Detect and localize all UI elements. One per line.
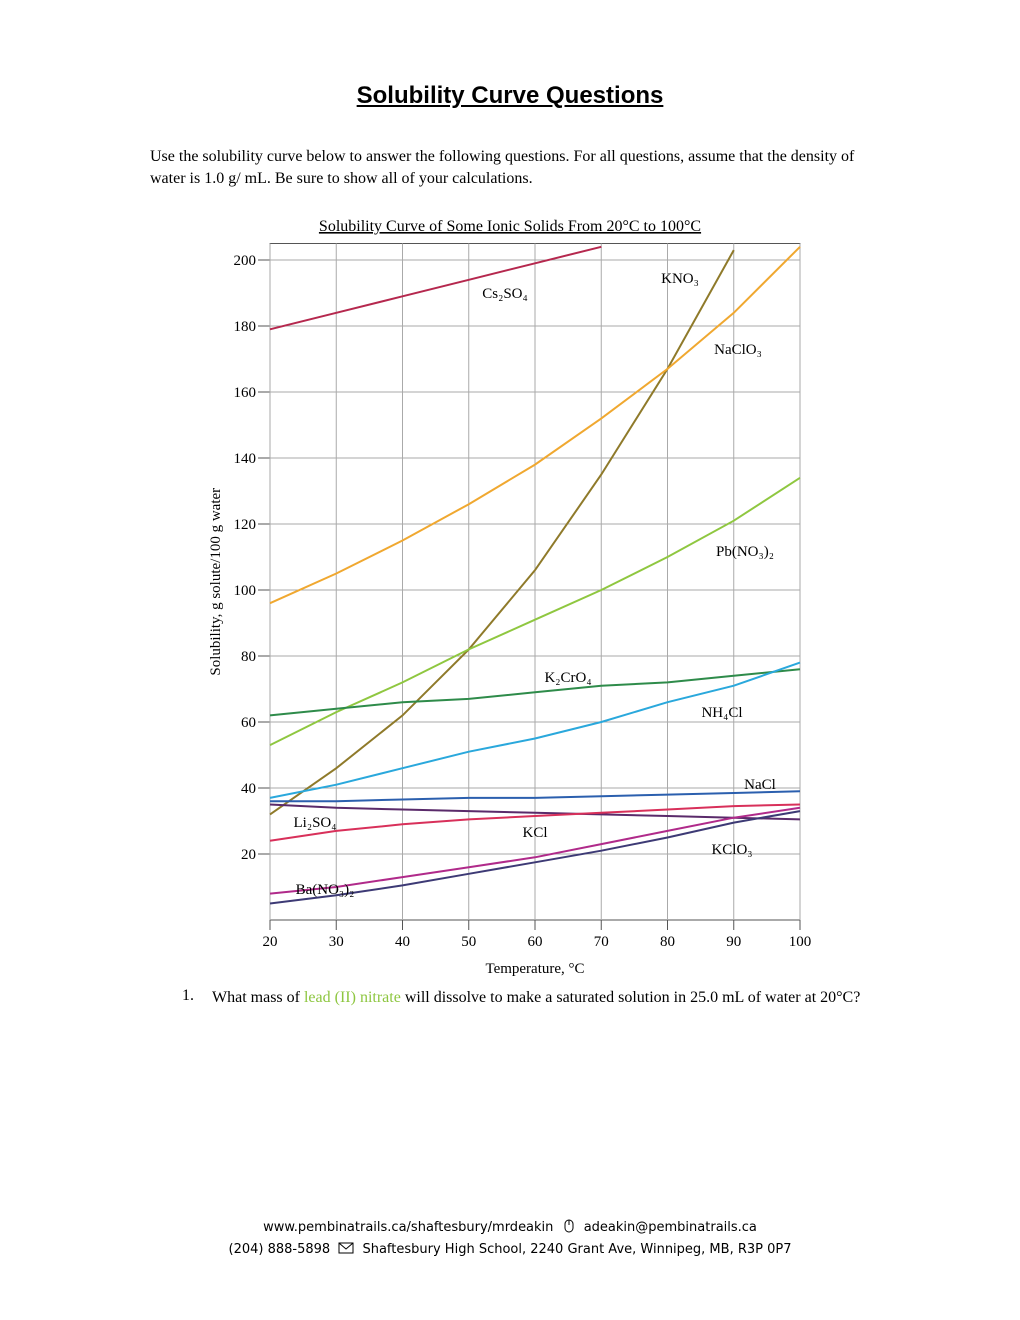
footer-line: www.pembinatrails.ca/shaftesbury/mrdeaki…	[0, 1219, 1020, 1235]
y-tick-label: 160	[234, 385, 257, 401]
series-label: K₂CrO₄	[544, 670, 591, 686]
chart: Solubility Curve of Some Ionic Solids Fr…	[208, 218, 812, 977]
series-line	[269, 806, 801, 895]
x-tick-label: 80	[660, 934, 675, 950]
x-tick-label: 60	[528, 934, 543, 950]
series-line	[269, 668, 801, 717]
series-line	[269, 245, 602, 331]
envelope-icon	[338, 1242, 354, 1254]
series-label: NH₄Cl	[701, 705, 742, 721]
y-tick-label: 180	[234, 319, 257, 335]
question-number: 1.	[182, 987, 194, 1004]
x-tick-label: 90	[726, 934, 741, 950]
y-tick-label: 120	[234, 517, 257, 533]
series-line	[269, 661, 801, 799]
footer-phone: (204) 888-5898	[228, 1242, 331, 1257]
x-tick-label: 20	[263, 934, 278, 950]
series-line	[270, 790, 801, 803]
y-tick-label: 80	[241, 649, 256, 665]
series-label: Ba(NO₃)₂	[296, 882, 355, 898]
x-tick-label: 50	[461, 934, 476, 950]
series-line	[269, 810, 801, 905]
x-tick-label: 70	[594, 934, 609, 950]
y-tick-label: 100	[234, 583, 257, 599]
series-label: NaCl	[744, 777, 776, 793]
series-label: KCl	[522, 825, 547, 841]
question-text-part: will dissolve to make a saturated soluti…	[400, 989, 861, 1006]
x-tick-label: 30	[329, 934, 344, 950]
x-axis-label: Temperature, °C	[485, 961, 584, 977]
intro-text: Use the solubility curve below to answer…	[150, 148, 855, 187]
x-tick-label: 100	[789, 934, 812, 950]
y-tick-label: 140	[234, 451, 257, 467]
series-label: KNO₃	[661, 271, 699, 287]
series-line	[269, 803, 801, 821]
question-text: What mass of lead (II) nitrate will diss…	[212, 987, 862, 1009]
chart-title: Solubility Curve of Some Ionic Solids Fr…	[319, 218, 701, 235]
y-tick-label: 20	[241, 847, 256, 863]
series-label: KClO₃	[711, 842, 752, 858]
series-label: Cs₂SO₄	[482, 286, 527, 302]
question-text-part: What mass of	[212, 989, 304, 1006]
series-label: Pb(NO₃)₂	[716, 544, 774, 560]
footer-website: www.pembinatrails.ca/shaftesbury/mrdeaki…	[263, 1220, 554, 1235]
series-line	[269, 249, 735, 816]
question-highlight: lead (II) nitrate	[303, 989, 401, 1006]
series-line	[269, 246, 801, 605]
y-tick-label: 60	[241, 715, 256, 731]
series-label: NaClO₃	[714, 342, 762, 358]
series-line	[269, 803, 801, 842]
document-title: Solubility Curve Questions	[356, 82, 664, 109]
footer-address: Shaftesbury High School, 2240 Grant Ave,…	[362, 1242, 792, 1257]
series-label: Li₂SO₄	[294, 815, 337, 831]
y-axis-label: Solubility, g solute/100 g water	[208, 488, 224, 676]
series-line	[269, 476, 801, 746]
x-tick-label: 40	[395, 934, 410, 950]
mouse-icon	[564, 1219, 574, 1233]
footer-line: (204) 888-5898 Shaftesbury High School, …	[0, 1242, 1020, 1257]
footer-email: adeakin@pembinatrails.ca	[583, 1220, 757, 1235]
y-tick-label: 200	[234, 253, 257, 269]
y-tick-label: 40	[241, 781, 256, 797]
